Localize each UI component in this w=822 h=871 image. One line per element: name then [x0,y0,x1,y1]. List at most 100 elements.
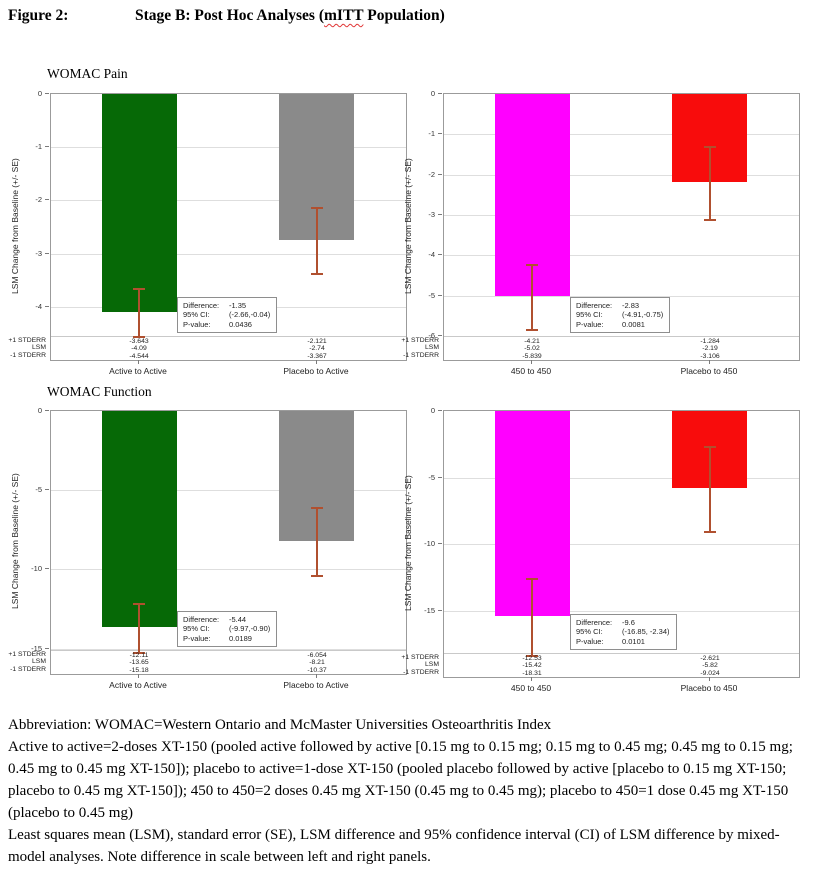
footnotes: Abbreviation: WOMAC=Western Ontario and … [8,714,812,868]
error-bar-line [709,146,711,219]
value-row: -2.19 [702,345,718,353]
figure-caption-before: Stage B: Post Hoc Analyses ( [135,7,325,24]
value-row: -1.284 [700,338,720,345]
stat-label: Difference: [183,614,220,624]
y-tick-label: -5 [428,473,435,482]
category-label-450-to-450: 450 to 450 [510,683,552,693]
y-tick-mark [45,489,49,490]
stderr-row-labels: +1 STDERR LSM -1 STDERR [0,337,46,359]
gridline [444,611,799,612]
stat-label: P-value: [576,636,604,646]
error-bar-cap-top [133,288,145,290]
stderr-row-labels: +1 STDERR LSM -1 STDERR [0,651,46,673]
stat-label: P-value: [183,319,211,329]
footnote-dose-definitions: Active to active=2-doses XT-150 (pooled … [8,739,793,821]
footnote-abbreviation: Abbreviation: WOMAC=Western Ontario and … [8,717,552,733]
y-tick-mark [45,306,49,307]
gridline [444,544,799,545]
value-row: -13.65 [129,659,149,667]
stat-row: 95% CI: (-9.97,-0.90) [183,624,270,634]
bar-active-to-active [102,411,177,627]
y-tick-label: -10 [31,564,42,573]
misspelled-word-mitt: mITT [324,7,364,24]
gridline [51,490,406,491]
value-table-separator [444,336,799,337]
y-tick-mark [438,133,442,134]
error-bar-cap-top [704,146,716,148]
value-rows-placebo-to-active: -2.121 -2.74 -3.367 [277,338,357,360]
stat-label: 95% CI: [183,624,210,633]
value-row: -15.42 [522,662,542,670]
stat-value: (-16.85, -2.34) [622,627,670,636]
error-bar-cap-bottom [311,575,323,577]
gridline [51,569,406,570]
gridline [51,254,406,255]
y-tick-mark [438,477,442,478]
stat-row: P-value: 0.0436 [183,320,270,330]
gridline [51,200,406,201]
figure-number-label: Figure 2: [8,7,69,24]
stderr-row-label: +1 STDERR [8,337,46,344]
y-tick-mark [438,543,442,544]
gridline [444,478,799,479]
y-tick-label: -15 [424,606,435,615]
category-label-placebo-to-active: Placebo to Active [283,680,349,690]
stderr-row-label: LSM [425,661,439,669]
y-tick-label: -3 [35,249,42,258]
y-tick-label: -4 [428,250,435,259]
stderr-row-label: -1 STDERR [403,351,439,359]
stat-label: Difference: [183,300,220,310]
stderr-row-label: -1 STDERR [10,351,46,359]
stat-value: -5.44 [229,614,247,624]
y-tick-mark [45,648,49,649]
y-axis-title: LSM Change from Baseline (+/- SE) [10,158,20,294]
stat-box-womac-function-450: Difference: -9.6 95% CI: (-16.85, -2.34) P-v… [570,613,677,650]
category-label-active-to-active: Active to Active [109,366,167,376]
y-tick-mark [45,410,49,411]
value-row: -9.024 [700,669,720,677]
error-bar-cap-bottom [704,219,716,221]
error-bar-cap-bottom [311,273,323,275]
gridline [444,175,799,176]
category-label-placebo-to-450: Placebo to 450 [680,366,738,376]
x-tick-mark [531,360,532,364]
value-row: -15.18 [129,666,149,674]
gridline [51,649,406,650]
stat-value: 0.0189 [229,633,252,643]
category-label-placebo-to-450: Placebo to 450 [680,683,738,693]
error-bar-cap-bottom [704,531,716,533]
stderr-row-label: LSM [425,344,439,352]
value-row: -10.37 [307,666,327,674]
error-bar-cap-bottom [133,336,145,338]
category-label-450-to-450: 450 to 450 [510,366,552,376]
y-tick-mark [438,93,442,94]
y-tick-label: -1 [35,142,42,151]
stat-value: -1.35 [229,300,247,310]
plot-area-womac-pain-pooled-active: -3.643 -4.09 -4.544 -2.121 -2.74 -3.367 Differ… [50,93,407,361]
stat-value: (-2.66,-0.04) [229,310,271,319]
figure-title: Figure 2: Stage B: Post Hoc Analyses (mIT… [8,7,445,25]
stat-row: Difference: -9.6 [576,618,670,628]
value-row: -3.367 [307,352,327,360]
stderr-row-label: -1 STDERR [10,665,46,673]
stat-row: 95% CI: (-16.85, -2.34) [576,627,670,637]
stat-label: P-value: [183,633,211,643]
gridline [444,255,799,256]
error-bar-cap-top [311,207,323,209]
stderr-row-label: -1 STDERR [403,668,439,676]
y-tick-label: -2 [35,195,42,204]
x-tick-mark [531,677,532,681]
y-tick-mark [45,146,49,147]
stat-row: P-value: 0.0101 [576,637,670,647]
value-rows-placebo-to-active: -6.054 -8.21 -10.37 [277,652,357,674]
x-tick-mark [709,677,710,681]
error-bar-line [138,288,140,336]
stat-box-womac-function-pooled-active: Difference: -5.44 95% CI: (-9.97,-0.90) P-va… [177,610,278,647]
stat-row: Difference: -1.35 [183,301,270,311]
error-bar-line [316,207,318,273]
stat-label: 95% CI: [576,310,603,319]
panel-title-womac-function: WOMAC Function [47,384,152,399]
y-tick-mark [438,610,442,611]
stat-value: -2.83 [622,300,640,310]
